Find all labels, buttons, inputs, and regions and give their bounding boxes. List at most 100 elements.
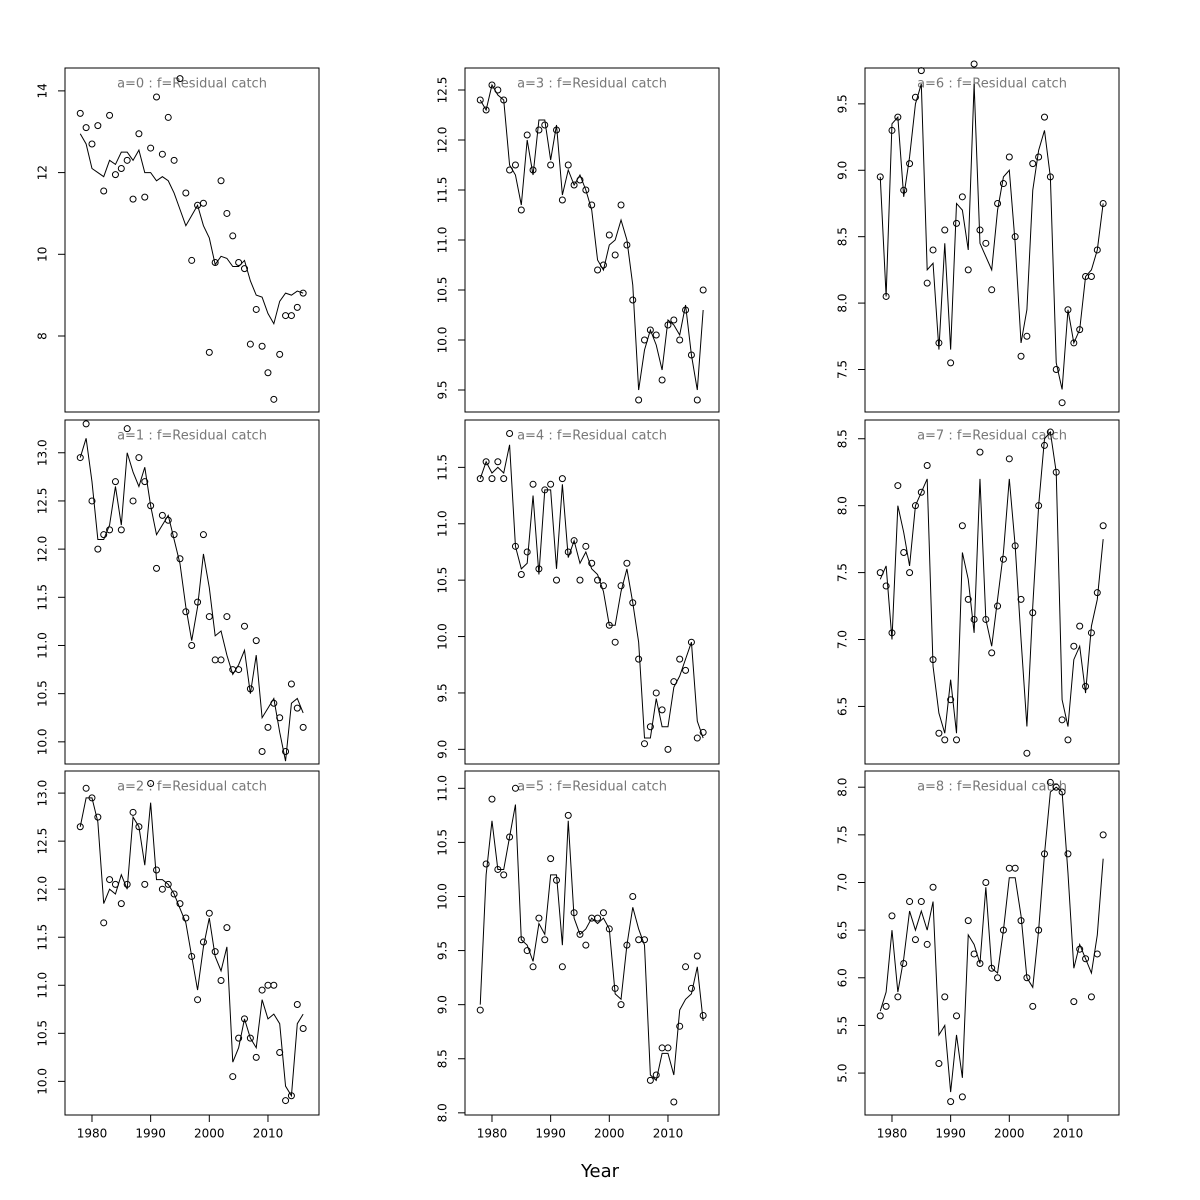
data-point	[476, 1006, 484, 1014]
fitted-line	[479, 804, 704, 1082]
data-point	[658, 1044, 666, 1052]
y-tick-label: 12.0	[36, 536, 50, 563]
fitted-line	[479, 444, 704, 739]
y-tick-label: 9.5	[436, 380, 450, 399]
data-point	[664, 1044, 672, 1052]
data-point	[182, 914, 190, 922]
data-point	[1052, 365, 1060, 373]
data-point	[664, 745, 672, 753]
data-point	[211, 258, 219, 266]
data-point	[929, 883, 937, 891]
data-point	[523, 131, 531, 139]
data-point	[594, 914, 602, 922]
data-point	[553, 576, 561, 584]
data-point	[599, 909, 607, 917]
data-point	[111, 171, 119, 179]
y-tick-label: 11.0	[36, 972, 50, 999]
y-tick-label: 7.5	[836, 360, 850, 379]
data-point	[646, 1076, 654, 1084]
data-point	[199, 938, 207, 946]
data-point	[82, 124, 90, 132]
panel-title: a=8 : f=Residual catch	[917, 780, 1067, 795]
data-point	[547, 855, 555, 863]
data-point	[535, 126, 543, 134]
data-point	[482, 458, 490, 466]
data-point	[199, 531, 207, 539]
data-point	[888, 912, 896, 920]
data-point	[258, 747, 266, 755]
data-point	[88, 140, 96, 148]
panel-frame	[64, 419, 320, 765]
data-point	[523, 548, 531, 556]
y-tick-label: 10.5	[36, 680, 50, 707]
data-point	[958, 193, 966, 201]
data-point	[529, 480, 537, 488]
data-point	[223, 924, 231, 932]
data-point	[235, 1034, 243, 1042]
y-tick-label: 12.5	[36, 828, 50, 855]
fitted-line	[879, 786, 1104, 1093]
y-tick-label: 11.0	[36, 632, 50, 659]
x-tick-label: 1980	[77, 1127, 108, 1141]
data-point	[282, 747, 290, 755]
data-point	[153, 93, 161, 101]
data-point	[76, 109, 84, 117]
data-point	[1064, 850, 1072, 858]
data-point	[523, 947, 531, 955]
data-point	[123, 425, 131, 433]
data-point	[164, 113, 172, 121]
data-point	[658, 706, 666, 714]
data-point	[882, 582, 890, 590]
data-point	[564, 161, 572, 169]
data-point	[1070, 642, 1078, 650]
y-tick-label: 12.0	[36, 876, 50, 903]
y-tick-label: 10.0	[36, 728, 50, 755]
data-point	[906, 160, 914, 168]
panel-title: a=7 : f=Residual catch	[917, 429, 1067, 444]
data-point	[1005, 455, 1013, 463]
data-point	[117, 900, 125, 908]
data-point	[947, 359, 955, 367]
data-point	[935, 729, 943, 737]
data-point	[676, 1022, 684, 1030]
y-tick-label: 9.0	[836, 161, 850, 180]
data-point	[929, 246, 937, 254]
y-tick-label: 10.5	[436, 829, 450, 856]
data-point	[205, 909, 213, 917]
data-point	[153, 866, 161, 874]
data-point	[176, 900, 184, 908]
data-point	[205, 613, 213, 621]
data-point	[582, 542, 590, 550]
data-point	[911, 93, 919, 101]
data-point	[658, 376, 666, 384]
data-point	[270, 395, 278, 403]
y-tick-label: 6.5	[836, 697, 850, 716]
y-tick-label: 9.0	[436, 740, 450, 759]
data-point	[682, 963, 690, 971]
y-tick-label: 9.5	[436, 683, 450, 702]
data-point	[564, 811, 572, 819]
y-tick-label: 8.5	[836, 227, 850, 246]
y-tick-label: 10.5	[36, 1020, 50, 1047]
panel-frame	[464, 770, 720, 1116]
x-tick-label: 2010	[653, 1127, 684, 1141]
data-point	[941, 993, 949, 1001]
y-tick-label: 10.5	[436, 277, 450, 304]
data-point	[270, 981, 278, 989]
data-point	[1082, 955, 1090, 963]
data-point	[547, 480, 555, 488]
y-tick-label: 8.0	[836, 496, 850, 515]
data-point	[976, 448, 984, 456]
data-point	[582, 941, 590, 949]
x-axis-label: Year	[580, 1161, 620, 1182]
panel-frame	[864, 419, 1120, 765]
data-point	[623, 559, 631, 567]
data-point	[652, 689, 660, 697]
data-point	[1093, 950, 1101, 958]
data-point	[100, 187, 108, 195]
data-point	[1070, 998, 1078, 1006]
y-tick-label: 11.5	[36, 924, 50, 951]
data-point	[293, 303, 301, 311]
data-point	[211, 656, 219, 664]
data-point	[917, 67, 925, 75]
